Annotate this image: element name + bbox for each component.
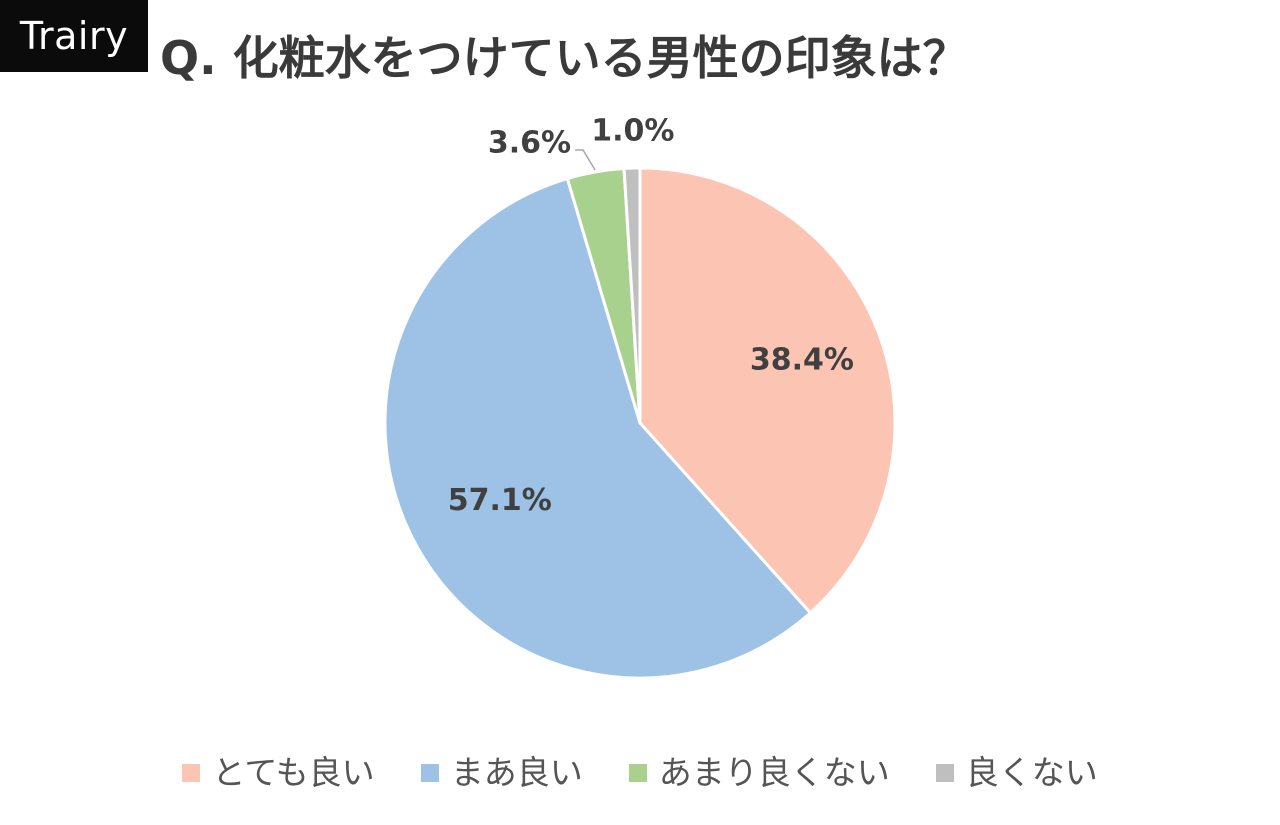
chart-title: Q. 化粧水をつけている男性の印象は？ (160, 31, 969, 85)
pie-slice-yokunai (622, 166, 642, 425)
legend-swatch-totemo-yoi (182, 764, 201, 782)
brand-logo: Trairy (0, 0, 148, 72)
legend-item-totemo-yoi: とても良い (182, 753, 375, 793)
legend-label-maa-yoi: まあ良い (450, 753, 583, 792)
legend-item-amari-yokunai: あまり良くない (628, 753, 890, 793)
legend-label-totemo-yoi: とても良い (212, 753, 375, 792)
legend-swatch-amari-yokunai (628, 764, 647, 782)
legend-label-yokunai: 良くない (965, 753, 1098, 792)
legend-swatch-yokunai (935, 764, 954, 782)
data-label-totemo-yoi: 38.4% (750, 343, 854, 378)
chart-legend: とても良い まあ良い あまり良くない 良くない (0, 748, 1280, 798)
legend-label-amari-yokunai: あまり良くない (658, 753, 890, 792)
data-label-yokunai: 1.0% (591, 114, 674, 149)
legend-item-yokunai: 良くない (935, 753, 1098, 793)
data-label-maa-yoi: 57.1% (448, 483, 552, 518)
leader-line-amari-yokunai (575, 149, 596, 171)
pie-slice-totemo-yoi (638, 166, 897, 615)
legend-swatch-maa-yoi (420, 764, 439, 782)
pie-slice-maa-yoi (383, 177, 812, 680)
legend-item-maa-yoi: まあ良い (420, 753, 583, 793)
data-label-amari-yokunai: 3.6% (488, 125, 571, 160)
